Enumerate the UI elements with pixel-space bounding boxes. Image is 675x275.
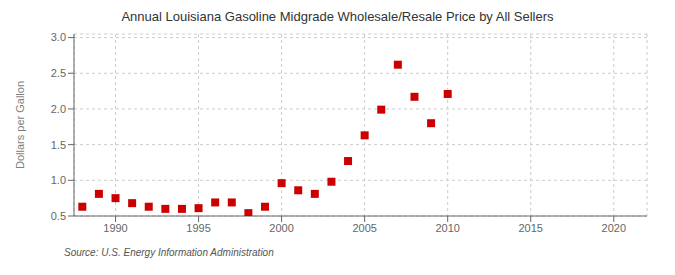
svg-text:2010: 2010 — [435, 222, 459, 234]
svg-text:1990: 1990 — [103, 222, 127, 234]
svg-text:1995: 1995 — [186, 222, 210, 234]
html-text:Annual Louisiana Gasoline Midg: Annual Louisiana Gasoline Midgrade Whole… — [121, 9, 554, 24]
svg-text:2020: 2020 — [602, 222, 626, 234]
html-text:Source: U.S. Energy Informatio: Source: U.S. Energy Information Administ… — [64, 247, 274, 258]
svg-text:2000: 2000 — [269, 222, 293, 234]
svg-text:0.5: 0.5 — [51, 210, 66, 222]
svg-text:2.5: 2.5 — [51, 67, 66, 79]
svg-text:2.0: 2.0 — [51, 103, 66, 115]
svg-text:1.0: 1.0 — [51, 174, 66, 186]
svg-text:2015: 2015 — [518, 222, 542, 234]
svg-text:Dollars per Gallon: Dollars per Gallon — [14, 81, 26, 169]
svg-text:2005: 2005 — [352, 222, 376, 234]
svg-text:1.5: 1.5 — [51, 139, 66, 151]
svg-text:3.0: 3.0 — [51, 31, 66, 43]
